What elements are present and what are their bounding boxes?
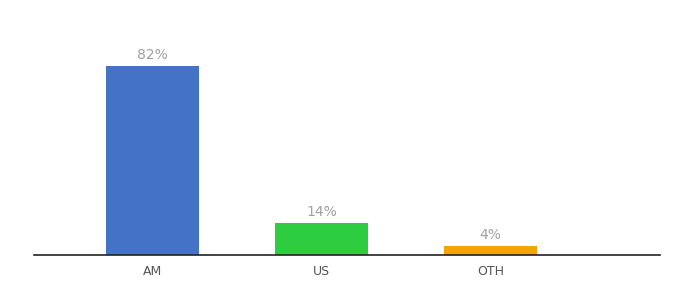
Bar bbox=[444, 246, 537, 255]
Text: 82%: 82% bbox=[137, 48, 168, 62]
Text: 4%: 4% bbox=[479, 228, 501, 242]
Bar bbox=[275, 223, 368, 255]
Text: 14%: 14% bbox=[306, 205, 337, 219]
Bar bbox=[106, 66, 199, 255]
